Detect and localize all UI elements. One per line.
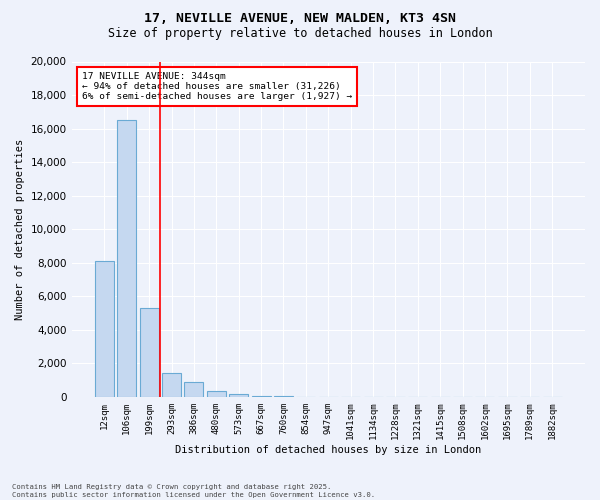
Bar [251,396,271,397]
Bar [162,374,181,397]
Bar [207,391,226,397]
Text: 17, NEVILLE AVENUE, NEW MALDEN, KT3 4SN: 17, NEVILLE AVENUE, NEW MALDEN, KT3 4SN [144,12,456,26]
Text: Contains HM Land Registry data © Crown copyright and database right 2025.
Contai: Contains HM Land Registry data © Crown c… [12,484,375,498]
Text: Size of property relative to detached houses in London: Size of property relative to detached ho… [107,28,493,40]
Bar [229,394,248,397]
X-axis label: Distribution of detached houses by size in London: Distribution of detached houses by size … [175,445,481,455]
Text: 17 NEVILLE AVENUE: 344sqm
← 94% of detached houses are smaller (31,226)
6% of se: 17 NEVILLE AVENUE: 344sqm ← 94% of detac… [82,72,352,102]
Bar [274,396,293,397]
Bar [184,382,203,397]
Bar [95,261,114,397]
Bar [140,308,158,397]
Bar [117,120,136,397]
Y-axis label: Number of detached properties: Number of detached properties [15,138,25,320]
